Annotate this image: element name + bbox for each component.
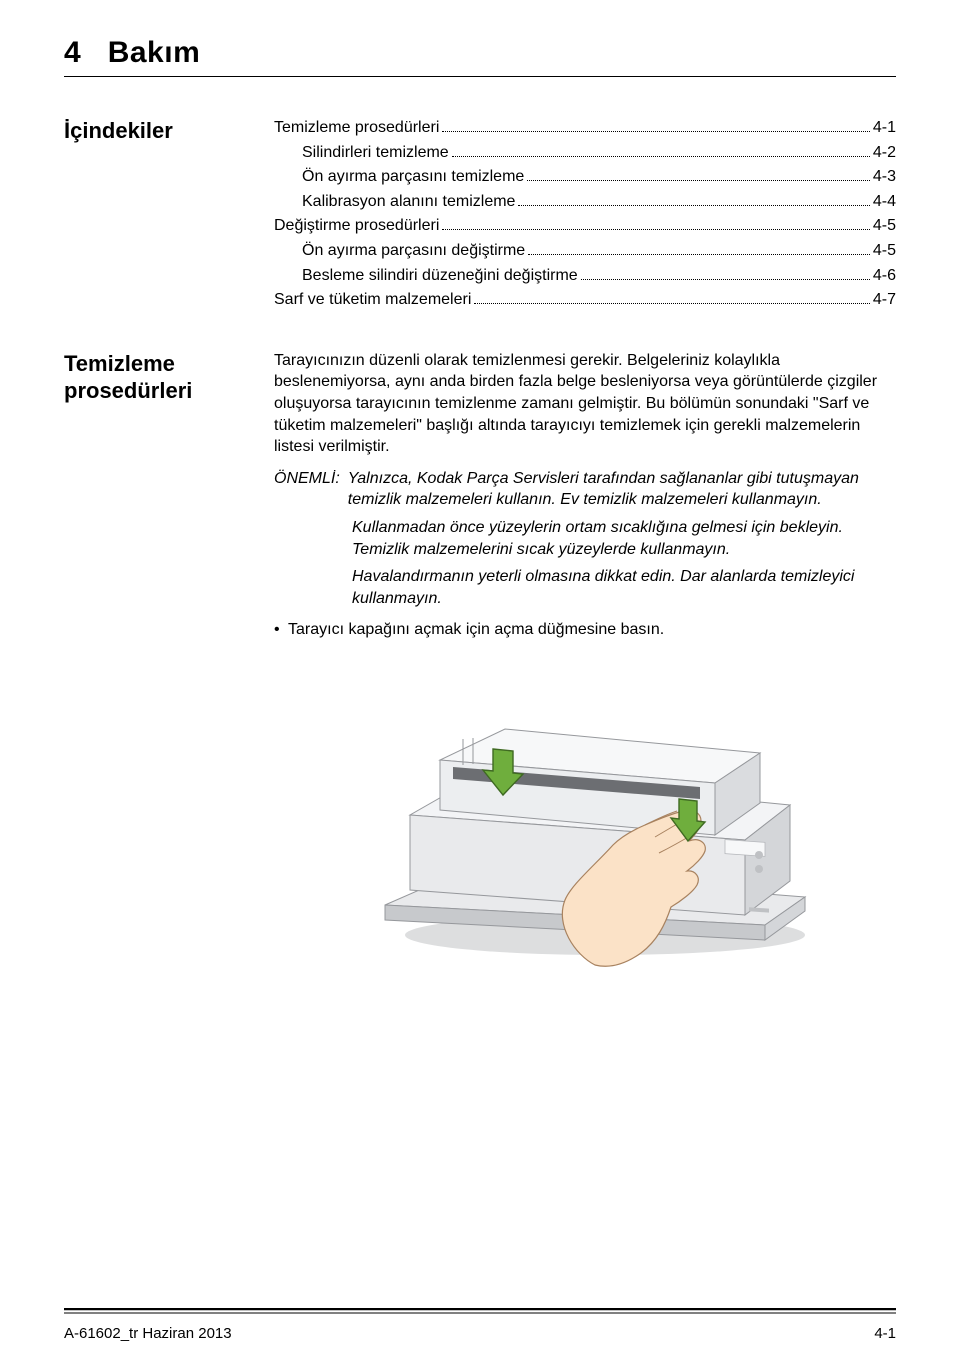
footer-right: 4-1 — [874, 1325, 896, 1342]
toc-label: Ön ayırma parçasını değiştirme — [302, 240, 525, 262]
toc-line: Sarf ve tüketim malzemeleri 4-7 — [274, 289, 896, 311]
toc-line: Temizleme prosedürleri 4-1 — [274, 117, 896, 139]
chapter-title: 4 Bakım — [64, 36, 896, 70]
toc-section: İçindekiler Temizleme prosedürleri 4-1 Si… — [64, 117, 896, 314]
toc-dots — [442, 229, 869, 230]
toc-dots — [528, 254, 870, 255]
chapter-number: 4 — [64, 36, 81, 69]
toc-label: Silindirleri temizleme — [302, 142, 449, 164]
toc-page: 4-6 — [873, 265, 896, 287]
toc-page: 4-4 — [873, 191, 896, 213]
toc-line: Değiştirme prosedürleri 4-5 — [274, 215, 896, 237]
toc-line: Ön ayırma parçasını değiştirme 4-5 — [274, 240, 896, 262]
toc-label: Kalibrasyon alanını temizleme — [302, 191, 515, 213]
toc-dots — [452, 156, 870, 157]
intro-paragraph: Tarayıcınızın düzenli olarak temizlenmes… — [274, 350, 896, 458]
toc-page: 4-2 — [873, 142, 896, 164]
chapter-name: Bakım — [108, 36, 201, 69]
toc-dots — [442, 131, 869, 132]
toc-line: Silindirleri temizleme 4-2 — [274, 142, 896, 164]
important-line-1: ÖNEMLİ: Yalnızca, Kodak Parça Servisleri… — [274, 468, 896, 511]
bullet-open-cover: • Tarayıcı kapağını açmak için açma düğm… — [274, 619, 896, 641]
toc-page: 4-1 — [873, 117, 896, 139]
important-text-1: Yalnızca, Kodak Parça Servisleri tarafın… — [348, 468, 896, 511]
scanner-illustration — [274, 665, 896, 975]
toc-page: 4-5 — [873, 240, 896, 262]
cleaning-heading: Temizleme prosedürleri — [64, 350, 274, 405]
page: 4 Bakım İçindekiler Temizleme prosedürle… — [0, 0, 960, 1372]
toc-line: Besleme silindiri düzeneğini değiştirme … — [274, 265, 896, 287]
toc-label: Ön ayırma parçasını temizleme — [302, 166, 524, 188]
toc-heading: İçindekiler — [64, 117, 274, 145]
toc-dots — [518, 205, 869, 206]
toc-page: 4-5 — [873, 215, 896, 237]
important-text-3: Havalandırmanın yeterli olmasına dikkat … — [274, 566, 896, 609]
scanner-svg — [345, 665, 825, 975]
toc-page: 4-3 — [873, 166, 896, 188]
toc-dots — [474, 303, 869, 304]
cleaning-section: Temizleme prosedürleri Tarayıcınızın düz… — [64, 350, 896, 975]
footer-left: A-61602_tr Haziran 2013 — [64, 1325, 232, 1342]
toc-line: Ön ayırma parçasını temizleme 4-3 — [274, 166, 896, 188]
important-label: ÖNEMLİ: — [274, 468, 348, 490]
cleaning-content: Tarayıcınızın düzenli olarak temizlenmes… — [274, 350, 896, 975]
important-text-2: Kullanmadan önce yüzeylerin ortam sıcakl… — [274, 517, 896, 560]
page-footer: A-61602_tr Haziran 2013 4-1 — [64, 1301, 896, 1342]
bullet-icon: • — [274, 619, 288, 641]
chapter-rule — [64, 76, 896, 77]
toc-line: Kalibrasyon alanını temizleme 4-4 — [274, 191, 896, 213]
toc-label: Değiştirme prosedürleri — [274, 215, 439, 237]
toc-dots — [527, 180, 870, 181]
toc-label: Temizleme prosedürleri — [274, 117, 439, 139]
toc-dots — [581, 279, 870, 280]
toc-list: Temizleme prosedürleri 4-1 Silindirleri t… — [274, 117, 896, 314]
footer-rule-icon — [64, 1308, 896, 1314]
bullet-text: Tarayıcı kapağını açmak için açma düğmes… — [288, 619, 664, 641]
important-block: ÖNEMLİ: Yalnızca, Kodak Parça Servisleri… — [274, 468, 896, 610]
toc-label: Besleme silindiri düzeneğini değiştirme — [302, 265, 578, 287]
toc-label: Sarf ve tüketim malzemeleri — [274, 289, 471, 311]
toc-page: 4-7 — [873, 289, 896, 311]
